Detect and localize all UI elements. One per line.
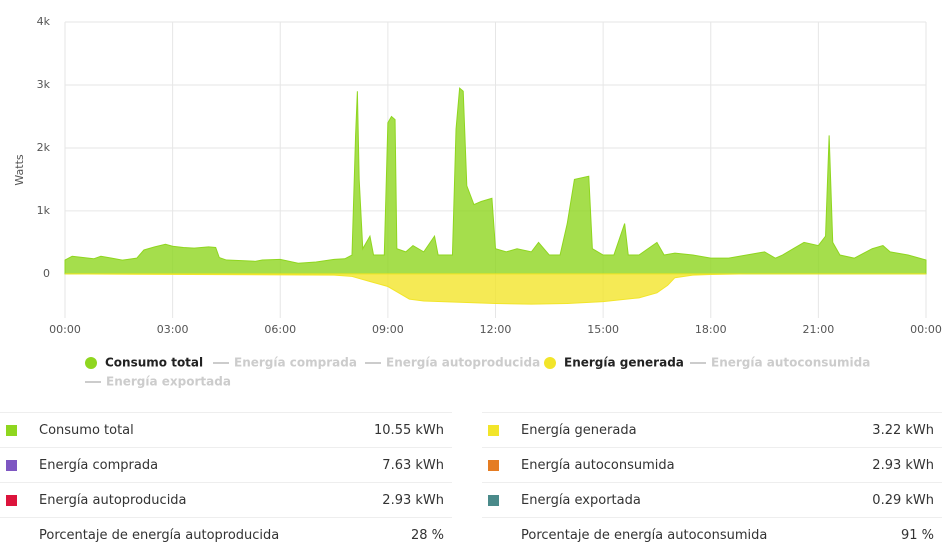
summary-table: Consumo total 10.55 kWh Energía comprada 7.… (0, 412, 452, 552)
x-tick-label: 18:00 (695, 323, 727, 336)
row-label: Energía generada (521, 423, 637, 438)
color-swatch (6, 495, 17, 506)
color-swatch (488, 425, 499, 436)
legend-label[interactable]: Consumo total (105, 356, 203, 370)
row-value: 10.55 kWh (374, 423, 444, 438)
x-tick-label: 00:00 (910, 323, 942, 336)
legend-label[interactable]: Energía comprada (234, 356, 357, 370)
legend-label[interactable]: Energía exportada (106, 375, 231, 389)
color-swatch (488, 460, 499, 471)
row-value: 0.29 kWh (872, 493, 934, 508)
legend-label[interactable]: Energía autoconsumida (711, 356, 870, 370)
color-swatch (6, 425, 17, 436)
row-label: Energía comprada (39, 458, 159, 473)
table-row: Consumo total 10.55 kWh (0, 412, 452, 447)
chart: Watts 0 1k 2k 3k 4k 00:00 03:00 06:00 09:00 12:00… (13, 15, 942, 389)
color-swatch (488, 495, 499, 506)
row-value: 7.63 kWh (382, 458, 444, 473)
legend-label[interactable]: Energía autoproducida (386, 356, 540, 370)
table-row: Energía generada 3.22 kWh (482, 412, 942, 447)
y-axis-label: Watts (13, 154, 26, 186)
row-value: 28 % (410, 528, 444, 543)
table-row: Porcentaje de energía autoconsumida 91 % (482, 517, 942, 552)
legend-marker (544, 357, 556, 369)
area-series (64, 273, 926, 305)
x-tick-label: 09:00 (372, 323, 404, 336)
area-series (64, 87, 927, 275)
y-tick-label: 3k (37, 78, 51, 91)
legend-marker (85, 357, 97, 369)
x-tick-label: 06:00 (264, 323, 296, 336)
summary-table: Energía generada 3.22 kWh Energía autocons… (482, 412, 942, 552)
table-row: Porcentaje de energía autoproducida 28 % (0, 517, 452, 552)
y-tick-label: 2k (37, 141, 51, 154)
y-tick-label: 0 (43, 267, 50, 280)
row-label: Energía autoconsumida (521, 458, 675, 473)
row-label: Consumo total (39, 423, 134, 438)
x-tick-label: 12:00 (480, 323, 512, 336)
x-tick-label: 21:00 (803, 323, 835, 336)
color-swatch (6, 460, 17, 471)
row-value: 2.93 kWh (872, 458, 934, 473)
row-value: 2.93 kWh (382, 493, 444, 508)
row-label: Porcentaje de energía autoconsumida (521, 528, 768, 543)
x-tick-label: 00:00 (49, 323, 81, 336)
row-label: Porcentaje de energía autoproducida (39, 528, 280, 543)
table-row: Energía exportada 0.29 kWh (482, 482, 942, 517)
y-tick-label: 4k (37, 15, 51, 28)
row-label: Energía exportada (521, 493, 641, 508)
row-value: 3.22 kWh (872, 423, 934, 438)
row-value: 91 % (900, 528, 934, 543)
table-row: Energía autoproducida 2.93 kWh (0, 482, 452, 517)
x-tick-label: 03:00 (157, 323, 189, 336)
table-row: Energía comprada 7.63 kWh (0, 447, 452, 482)
table-row: Energía autoconsumida 2.93 kWh (482, 447, 942, 482)
y-tick-label: 1k (37, 204, 51, 217)
row-label: Energía autoproducida (39, 493, 187, 508)
x-tick-label: 15:00 (587, 323, 619, 336)
legend-label[interactable]: Energía generada (564, 356, 684, 370)
